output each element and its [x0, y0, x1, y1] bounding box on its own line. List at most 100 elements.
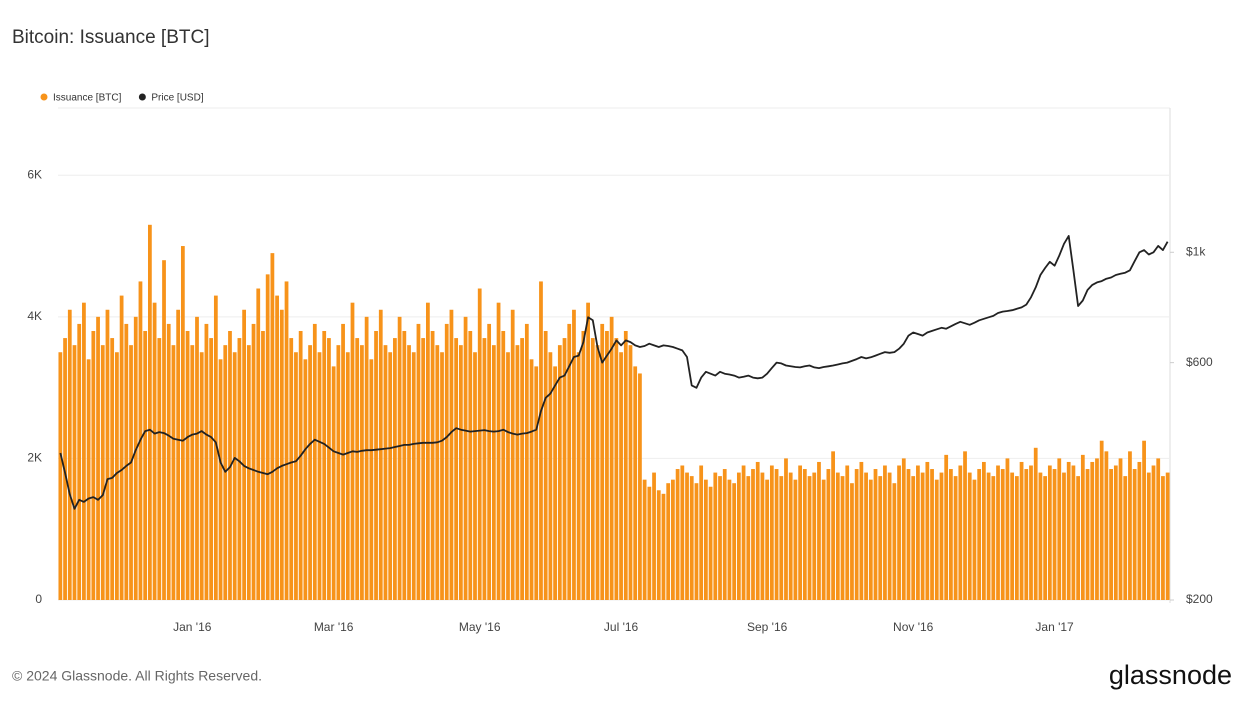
bar: [581, 330, 586, 600]
bar: [115, 352, 119, 600]
bar: [1029, 465, 1033, 600]
bar: [279, 309, 284, 600]
bar: [133, 316, 138, 600]
bar: [934, 479, 939, 600]
bar: [774, 469, 779, 600]
bar: [284, 281, 289, 600]
bar: [265, 274, 270, 600]
bar: [1062, 472, 1066, 600]
bar: [996, 465, 1000, 600]
bar: [647, 486, 652, 600]
bar: [336, 345, 341, 600]
bar: [689, 476, 694, 600]
bar: [110, 338, 115, 600]
bar: [152, 302, 157, 600]
bar: [1010, 472, 1015, 600]
bar: [393, 338, 397, 600]
bar: [614, 338, 619, 600]
bar: [991, 476, 996, 600]
bar: [718, 476, 722, 600]
bar: [1071, 465, 1076, 600]
bar: [986, 472, 991, 600]
bar: [251, 323, 256, 600]
bar: [72, 345, 77, 600]
bar: [911, 476, 916, 600]
bar: [355, 338, 360, 600]
chart-title: Bitcoin: Issuance [BTC]: [12, 27, 209, 48]
bar: [327, 338, 331, 600]
bar: [788, 472, 793, 600]
bar: [1090, 461, 1095, 600]
bar: [209, 338, 214, 600]
bar: [817, 461, 821, 600]
bar: [364, 316, 369, 600]
x-tick-label: Nov '16: [893, 620, 934, 634]
bar: [1014, 476, 1019, 600]
bar: [520, 338, 525, 600]
bar: [529, 359, 534, 600]
bar: [798, 465, 803, 600]
bar: [572, 309, 576, 600]
bar: [586, 302, 590, 600]
bar: [477, 288, 482, 600]
bar: [543, 330, 548, 600]
bar: [642, 479, 647, 600]
bar: [411, 352, 416, 600]
bar: [449, 309, 454, 600]
brand-logo: glassnode: [1109, 660, 1232, 690]
y-tick-label: 6K: [27, 167, 42, 181]
bar: [199, 352, 204, 600]
bar: [760, 472, 765, 600]
bar: [939, 472, 944, 600]
bar: [256, 288, 261, 600]
bar: [58, 352, 63, 600]
bar: [576, 352, 581, 600]
bar: [656, 490, 661, 600]
bar: [708, 486, 713, 600]
bar: [185, 330, 190, 600]
bar: [294, 352, 298, 600]
bar: [916, 465, 920, 600]
bar: [873, 469, 878, 600]
bar: [845, 465, 850, 600]
bar: [736, 472, 741, 600]
bar: [322, 330, 327, 600]
bar: [435, 345, 440, 600]
bar: [963, 451, 967, 600]
price-line: [59, 235, 1169, 510]
bar: [242, 309, 247, 600]
bar: [1024, 469, 1029, 600]
bar: [166, 323, 171, 600]
bar: [491, 345, 496, 600]
bar: [171, 345, 176, 600]
bar: [402, 330, 407, 600]
bar: [1080, 454, 1085, 600]
bar: [977, 469, 982, 600]
bar: [473, 352, 477, 600]
bar: [685, 472, 689, 600]
bar: [1038, 472, 1043, 600]
bar: [609, 316, 614, 600]
bar: [124, 323, 129, 600]
bar: [360, 345, 364, 600]
bar: [77, 323, 82, 600]
bar: [920, 472, 925, 600]
bar: [887, 472, 892, 600]
bar: [831, 451, 835, 600]
bar: [1109, 469, 1113, 600]
bar: [557, 345, 562, 600]
x-tick-label: Sep '16: [747, 620, 788, 634]
bar: [1005, 458, 1010, 600]
bar: [1066, 461, 1071, 600]
bar: [487, 323, 492, 600]
bar: [812, 472, 817, 600]
bar: [496, 302, 501, 600]
y2-tick-label: $600: [1186, 355, 1213, 369]
bar: [440, 352, 444, 600]
x-tick-label: Mar '16: [314, 620, 354, 634]
bar: [91, 330, 96, 600]
bar: [458, 345, 463, 600]
bar: [515, 345, 520, 600]
bar: [1165, 472, 1170, 600]
bar: [237, 338, 242, 600]
